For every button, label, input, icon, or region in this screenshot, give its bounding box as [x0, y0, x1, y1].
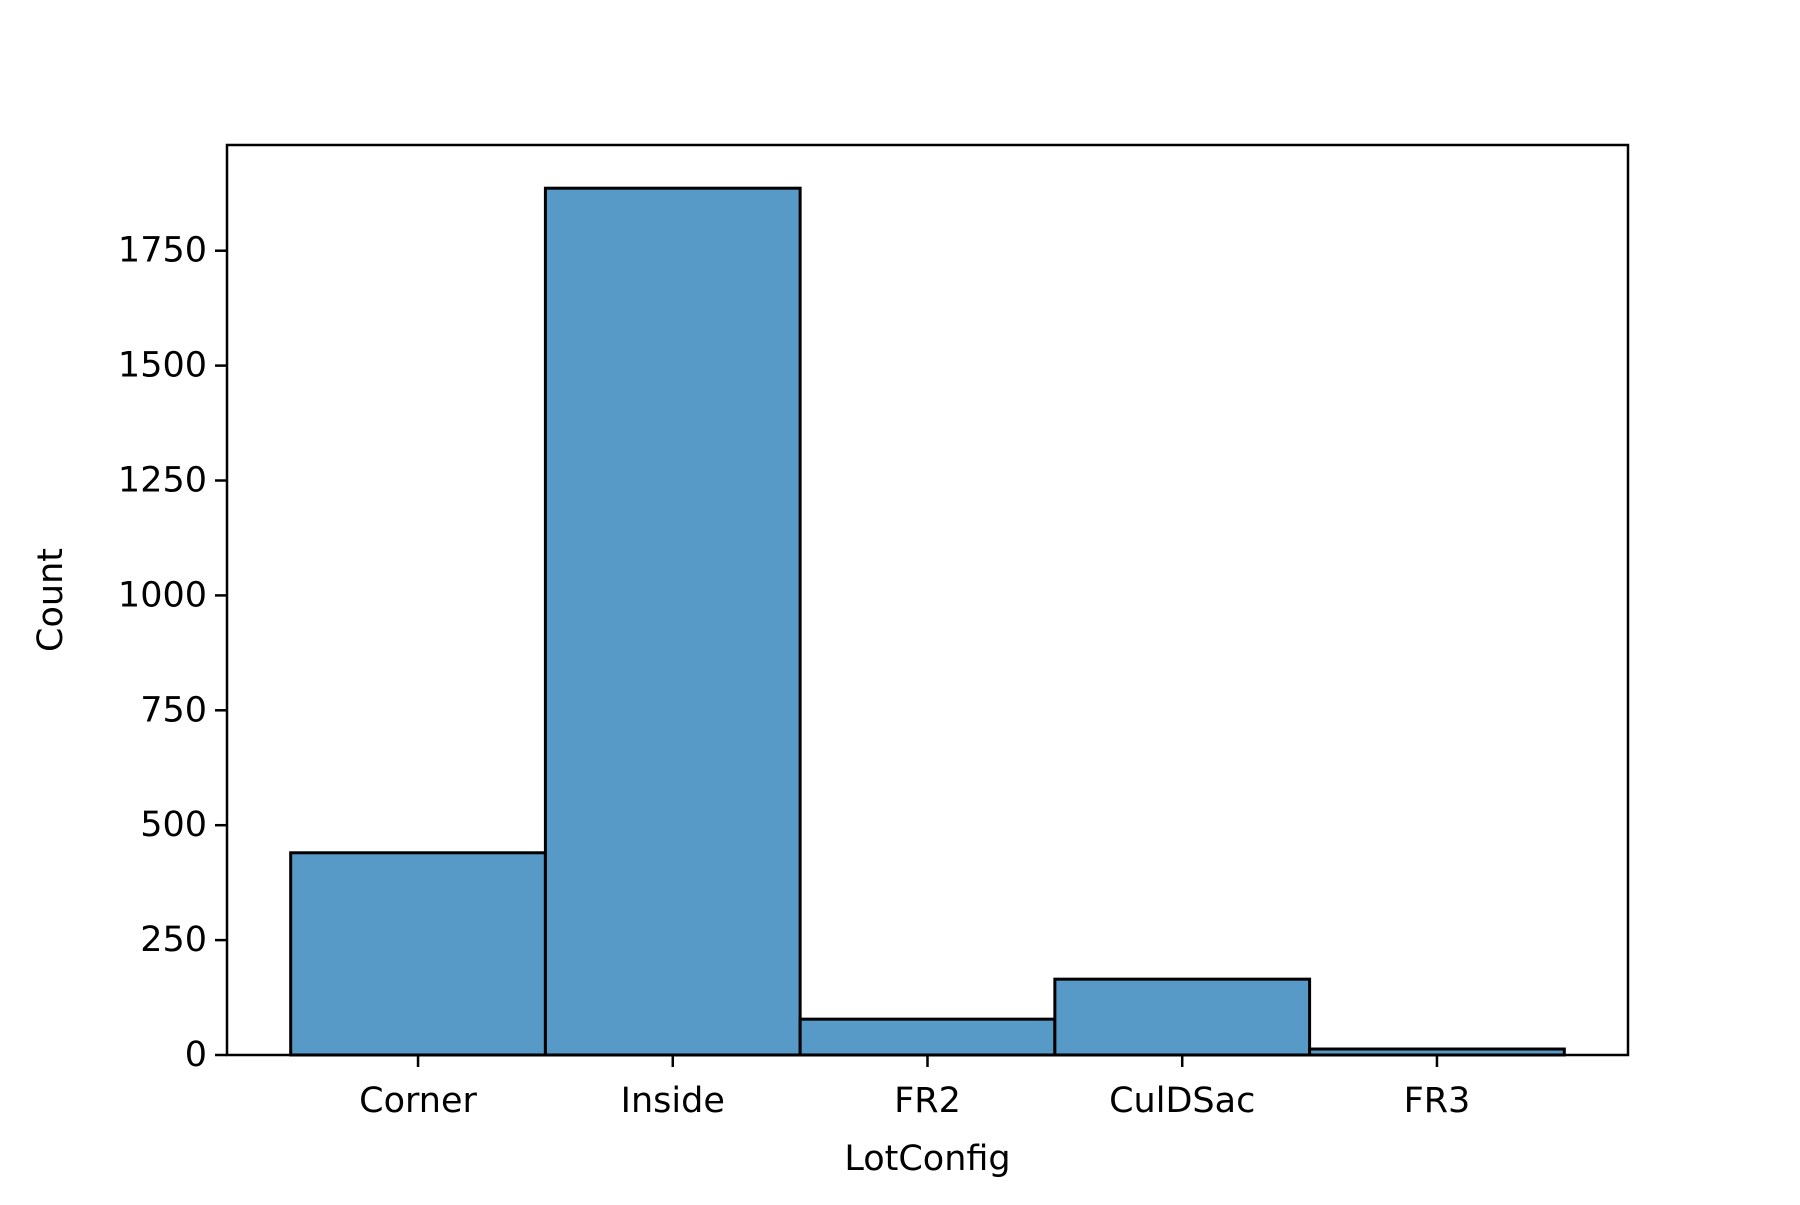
bar-inside	[543, 186, 802, 1057]
y-tick-label: 500	[140, 805, 207, 845]
x-tick-label: FR2	[894, 1081, 961, 1121]
y-tick-label: 250	[140, 920, 207, 960]
x-axis-ticks: Corner Inside FR2 CulDSac FR3	[359, 1055, 1470, 1121]
y-tick-label: 1500	[118, 346, 207, 386]
x-tick-label: FR3	[1404, 1081, 1471, 1121]
x-tick-label: Corner	[359, 1081, 477, 1121]
x-tick-label: Inside	[621, 1081, 725, 1121]
y-axis-ticks: 0 250 500 750 1000 1250 1500 1750	[118, 231, 227, 1075]
y-axis-label: Count	[31, 548, 71, 652]
y-tick-label: 1250	[118, 461, 207, 501]
y-tick-label: 1000	[118, 575, 207, 615]
x-tick-label: CulDSac	[1109, 1081, 1255, 1121]
y-tick-label: 750	[140, 690, 207, 730]
bar-fr2	[798, 1017, 1057, 1057]
y-tick-label: 0	[185, 1035, 207, 1075]
bar-culdsac	[1053, 977, 1312, 1057]
y-tick-label: 1750	[118, 231, 207, 271]
x-axis-label: LotConfig	[844, 1139, 1010, 1179]
bar-corner	[289, 851, 547, 1057]
bars-group	[289, 186, 1566, 1057]
